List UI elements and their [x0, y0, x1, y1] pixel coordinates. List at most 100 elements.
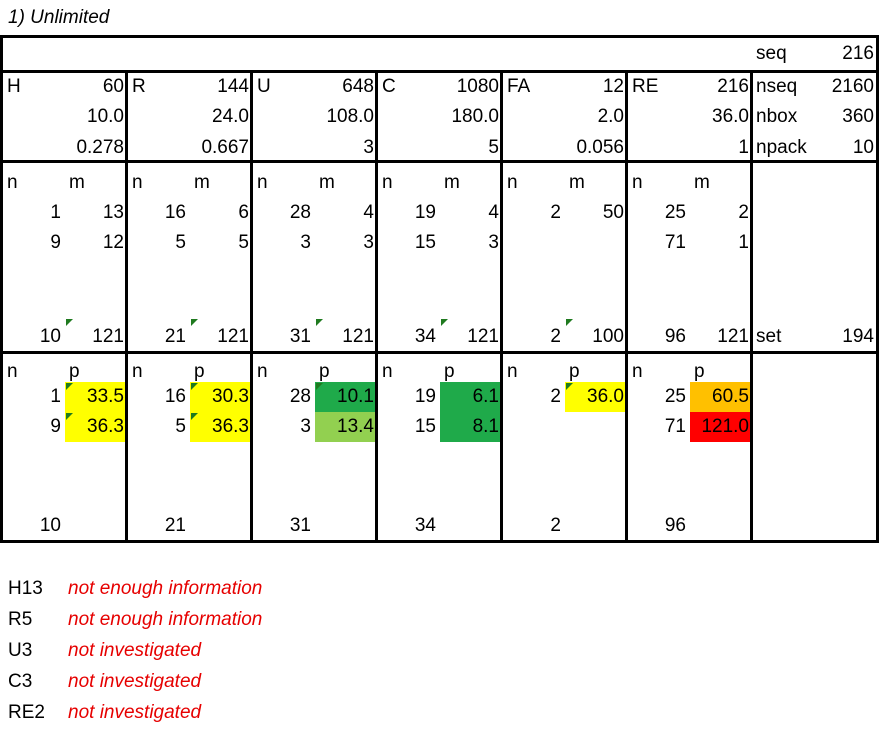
p-value: 33.5 — [87, 386, 124, 407]
group-code: H — [7, 76, 21, 97]
group-total: 12 — [602, 76, 624, 97]
p-value: 121.0 — [701, 416, 749, 437]
m-value: 12 — [102, 232, 124, 253]
p-n-total: 10 — [39, 515, 61, 536]
m-total: 121 — [342, 326, 374, 347]
p-n-total: 31 — [289, 515, 311, 536]
m-n-value: 25 — [664, 202, 686, 223]
grid-line — [375, 70, 378, 543]
grid-line — [0, 35, 3, 543]
comment-marker — [316, 383, 323, 390]
p-n-value: 19 — [414, 386, 436, 407]
group-rate: 36.0 — [712, 106, 749, 127]
group-code: R — [132, 76, 146, 97]
p-header: p — [319, 361, 330, 382]
comment-marker — [66, 413, 73, 420]
m-header: m — [444, 172, 460, 193]
set-label: set — [756, 326, 782, 347]
n-header: n — [382, 172, 393, 193]
m-total: 121 — [217, 326, 249, 347]
group-ratio: 0.278 — [76, 137, 124, 158]
m-total: 121 — [92, 326, 124, 347]
group-rate: 10.0 — [87, 106, 124, 127]
n-header: n — [507, 172, 518, 193]
group-ratio: 0.667 — [201, 137, 249, 158]
comment-marker — [66, 383, 73, 390]
m-value: 4 — [363, 202, 374, 223]
npack-label: npack — [756, 137, 807, 158]
p-header: p — [194, 361, 205, 382]
sheet-title: 1) Unlimited — [8, 7, 110, 28]
note-key: C3 — [8, 671, 33, 692]
comment-marker — [66, 319, 73, 326]
group-total: 144 — [217, 76, 249, 97]
m-total: 121 — [467, 326, 499, 347]
comment-marker — [441, 319, 448, 326]
group-code: FA — [507, 76, 531, 97]
p-n-value: 15 — [414, 416, 436, 437]
group-code: C — [382, 76, 396, 97]
note-text: not enough information — [68, 578, 263, 599]
grid-line — [0, 351, 879, 354]
m-n-value: 71 — [664, 232, 686, 253]
group-total: 216 — [717, 76, 749, 97]
p-header: p — [694, 361, 705, 382]
note-text: not investigated — [68, 640, 202, 661]
m-value: 6 — [238, 202, 249, 223]
p-n-total: 96 — [664, 515, 686, 536]
p-n-value: 16 — [164, 386, 186, 407]
note-key: H13 — [8, 578, 43, 599]
group-code: RE — [632, 76, 659, 97]
grid-line — [125, 70, 128, 543]
m-value: 3 — [363, 232, 374, 253]
n-header: n — [382, 361, 393, 382]
p-n-total: 21 — [164, 515, 186, 536]
note-text: not investigated — [68, 671, 202, 692]
m-total: 121 — [717, 326, 749, 347]
m-n-value: 3 — [300, 232, 311, 253]
n-header: n — [7, 172, 18, 193]
p-value: 36.3 — [212, 416, 249, 437]
group-rate: 108.0 — [326, 106, 374, 127]
m-n-total: 10 — [39, 326, 61, 347]
m-n-value: 19 — [414, 202, 436, 223]
group-total: 60 — [102, 76, 124, 97]
grid-line — [250, 70, 253, 543]
p-cell-fill — [65, 412, 128, 442]
p-cell-fill — [690, 412, 753, 442]
grid-line — [500, 70, 503, 543]
m-n-total: 34 — [414, 326, 436, 347]
p-header: p — [69, 361, 80, 382]
comment-marker — [566, 319, 573, 326]
p-value: 36.3 — [87, 416, 124, 437]
p-n-value: 2 — [550, 386, 561, 407]
m-header: m — [194, 172, 210, 193]
nseq-value: 2160 — [831, 76, 874, 97]
p-n-value: 3 — [300, 416, 311, 437]
n-header: n — [257, 361, 268, 382]
p-cell-fill — [440, 382, 503, 412]
n-header: n — [132, 361, 143, 382]
nbox-label: nbox — [756, 106, 798, 127]
p-header: p — [569, 361, 580, 382]
p-n-value: 25 — [664, 386, 686, 407]
p-n-value: 1 — [50, 386, 61, 407]
group-rate: 180.0 — [451, 106, 499, 127]
note-text: not enough information — [68, 609, 263, 630]
p-n-value: 71 — [664, 416, 686, 437]
group-total: 648 — [342, 76, 374, 97]
grid-line — [876, 35, 879, 543]
n-header: n — [7, 361, 18, 382]
p-cell-fill — [65, 382, 128, 412]
p-value: 8.1 — [472, 416, 499, 437]
npack-value: 10 — [852, 137, 874, 158]
set-value: 194 — [842, 326, 874, 347]
group-code: U — [257, 76, 271, 97]
grid-line — [750, 70, 753, 543]
grid-line — [625, 70, 628, 543]
nbox-value: 360 — [842, 106, 874, 127]
p-n-total: 34 — [414, 515, 436, 536]
p-cell-fill — [190, 382, 253, 412]
m-header: m — [569, 172, 585, 193]
m-n-total: 31 — [289, 326, 311, 347]
